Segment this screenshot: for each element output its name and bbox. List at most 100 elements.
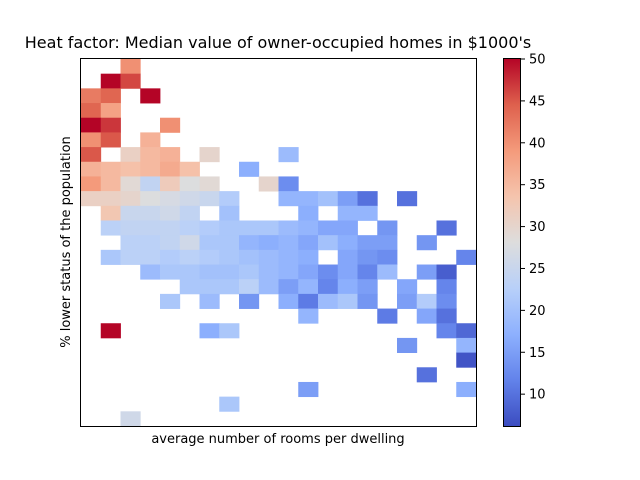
heatmap-cell	[179, 235, 200, 251]
heatmap-cell	[120, 176, 141, 192]
heatmap-cell	[416, 293, 437, 309]
heatmap-cell	[100, 103, 121, 119]
heatmap-cell	[298, 293, 319, 309]
heatmap-cell	[239, 293, 260, 309]
heatmap-cell	[160, 161, 181, 177]
heatmap-cell	[219, 235, 240, 251]
heatmap-cell	[100, 323, 121, 339]
heatmap-cell	[239, 264, 260, 280]
heatmap-cell	[416, 367, 437, 383]
heatmap-cells	[81, 59, 477, 427]
heatmap-cell	[140, 205, 161, 221]
heatmap-cell	[140, 176, 161, 192]
heatmap-cell	[100, 88, 121, 104]
heatmap-cell	[337, 249, 358, 265]
heatmap-cell	[258, 264, 279, 280]
heatmap-cell	[219, 323, 240, 339]
heatmap-cell	[140, 220, 161, 236]
heatmap-cell	[298, 191, 319, 207]
heatmap-cell	[278, 176, 299, 192]
heatmap-cell	[199, 264, 220, 280]
heatmap-cell	[397, 337, 418, 353]
heatmap-cell	[140, 161, 161, 177]
heatmap-cell	[239, 220, 260, 236]
heatmap-cell	[337, 293, 358, 309]
heatmap-cell	[436, 264, 457, 280]
heatmap-cell	[436, 293, 457, 309]
heatmap-cell	[120, 147, 141, 163]
heatmap-cell	[120, 235, 141, 251]
heatmap-cell	[120, 411, 141, 427]
heatmap-cell	[179, 161, 200, 177]
heatmap-cell	[456, 337, 477, 353]
colorbar-tick-label: 20	[529, 304, 546, 319]
heatmap-cell	[120, 73, 141, 89]
heatmap-cell	[239, 249, 260, 265]
heatmap-cell	[219, 191, 240, 207]
heatmap-cell	[456, 323, 477, 339]
heatmap-cell	[397, 293, 418, 309]
heatmap-cell	[81, 88, 102, 104]
heatmap-cell	[357, 205, 378, 221]
heatmap-cell	[337, 205, 358, 221]
colorbar-tick-label: 35	[529, 178, 546, 193]
heatmap-cell	[278, 293, 299, 309]
heatmap-cell	[81, 176, 102, 192]
heatmap-cell	[179, 205, 200, 221]
heatmap-cell	[298, 205, 319, 221]
heatmap-cell	[337, 191, 358, 207]
heatmap-cell	[160, 235, 181, 251]
heatmap-cell	[179, 279, 200, 295]
heatmap-cell	[81, 132, 102, 148]
heatmap-cell	[456, 381, 477, 398]
heatmap-cell	[100, 132, 121, 148]
heatmap-cell	[179, 176, 200, 192]
y-axis-label: % lower status of the population	[59, 136, 74, 348]
heatmap-cell	[100, 191, 121, 207]
heatmap-cell	[120, 59, 141, 75]
heatmap-cell	[199, 176, 220, 192]
heatmap-cell	[318, 220, 339, 236]
colorbar-tick-label: 40	[529, 136, 546, 151]
colorbar-ticks: 10 15 20 25 30 35 40 45 50	[521, 53, 546, 403]
heatmap-cell	[278, 220, 299, 236]
heatmap-cell	[219, 205, 240, 221]
heatmap-cell	[298, 264, 319, 280]
heatmap-cell	[239, 279, 260, 295]
heatmap-cell	[160, 176, 181, 192]
heatmap-cell	[258, 249, 279, 265]
heatmap-cell	[160, 264, 181, 280]
heatmap-cell	[278, 235, 299, 251]
heatmap-cell	[377, 249, 398, 265]
heatmap-cell	[318, 191, 339, 207]
heatmap-cell	[337, 264, 358, 280]
heatmap-cell	[298, 308, 319, 324]
heatmap-cell	[357, 293, 378, 309]
heatmap-cell	[278, 191, 299, 207]
heatmap-cell	[140, 191, 161, 207]
colorbar-tick-label: 50	[529, 53, 546, 68]
heatmap-cell	[100, 249, 121, 265]
heatmap-cell	[199, 293, 220, 309]
heatmap-cell	[456, 249, 477, 265]
heatmap-cell	[377, 264, 398, 280]
heatmap-cell	[298, 220, 319, 236]
heatmap-cell	[199, 220, 220, 236]
heatmap-cell	[199, 235, 220, 251]
heatmap-cell	[357, 235, 378, 251]
heatmap-cell	[179, 191, 200, 207]
colorbar	[503, 58, 521, 427]
heatmap-cell	[100, 117, 121, 133]
heatmap-cell	[298, 381, 319, 398]
heatmap-cell	[416, 235, 437, 251]
heatmap-cell	[199, 147, 220, 163]
heatmap-cell	[100, 205, 121, 221]
heatmap-cell	[337, 220, 358, 236]
heatmap-cell	[397, 279, 418, 295]
heatmap-cell	[219, 220, 240, 236]
colorbar-tick-label: 45	[529, 94, 546, 109]
heatmap-cell	[357, 191, 378, 207]
heatmap-cell	[120, 220, 141, 236]
heatmap-cell	[357, 249, 378, 265]
colorbar-tick-label: 15	[529, 346, 546, 361]
